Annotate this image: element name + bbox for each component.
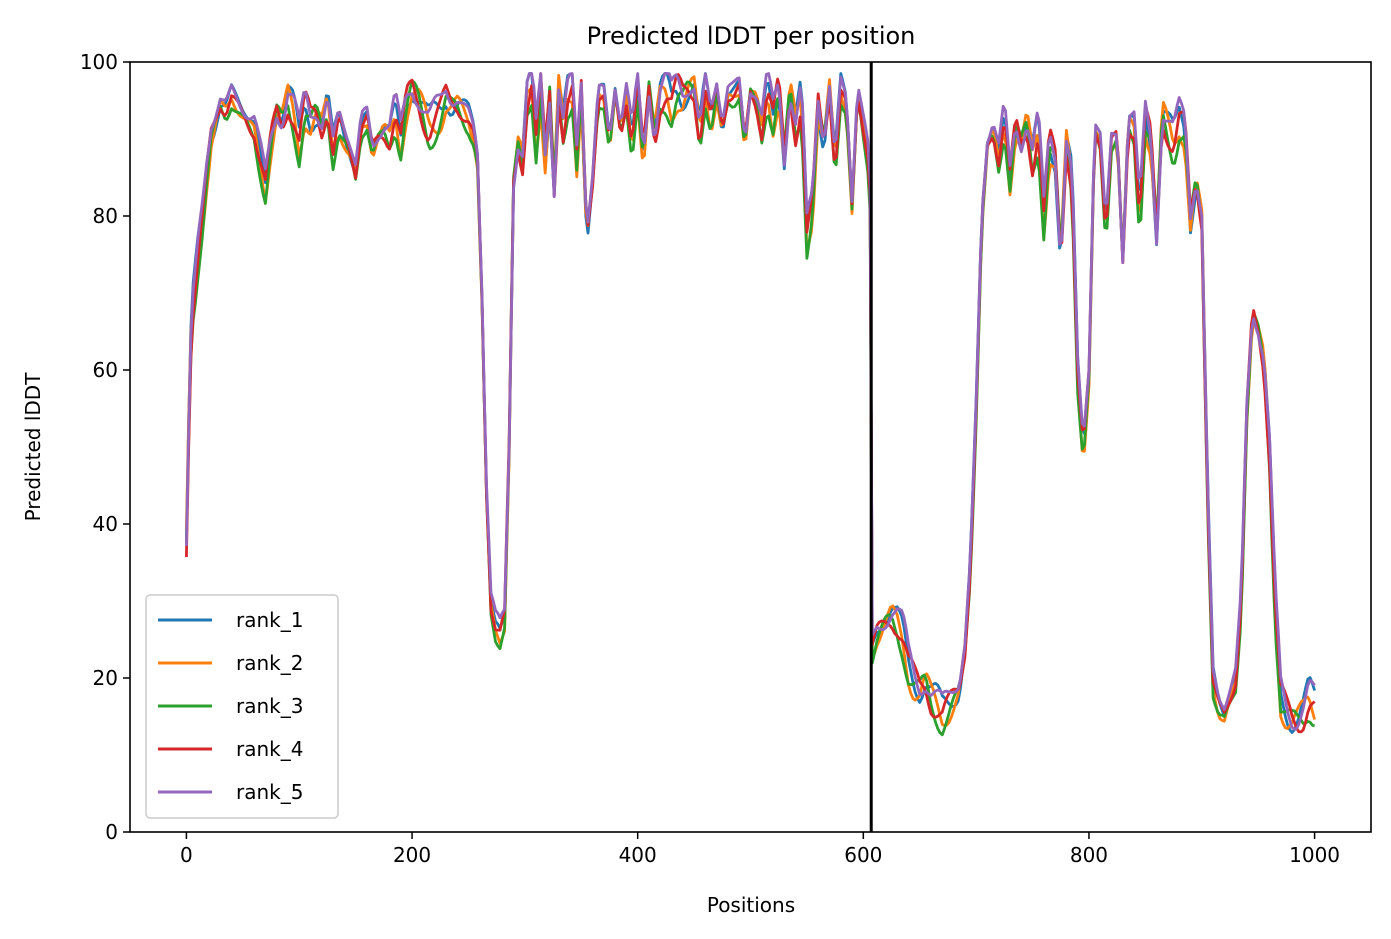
- y-tick-label-0: 0: [105, 820, 118, 844]
- y-tick-label-20: 20: [93, 666, 118, 690]
- x-tick-label-400: 400: [619, 843, 657, 867]
- y-tick-label-100: 100: [80, 50, 118, 74]
- x-tick-label-600: 600: [844, 843, 882, 867]
- series-line-rank_5: [185, 72, 1316, 731]
- legend-label-rank_5: rank_5: [236, 780, 303, 804]
- legend-label-rank_3: rank_3: [236, 694, 303, 718]
- legend-label-rank_1: rank_1: [236, 608, 303, 632]
- x-tick-label-1000: 1000: [1289, 843, 1340, 867]
- legend-label-rank_4: rank_4: [236, 737, 303, 761]
- x-tick-label-0: 0: [180, 843, 193, 867]
- plot-frame: [129, 61, 1372, 833]
- legend-label-rank_2: rank_2: [236, 651, 303, 675]
- x-tick-label-200: 200: [393, 843, 431, 867]
- y-tick-label-40: 40: [93, 512, 118, 536]
- y-tick-label-60: 60: [93, 358, 118, 382]
- x-tick-label-800: 800: [1070, 843, 1108, 867]
- ticks-layer: 0 200 400 600 800 1000 0 20 40 60 80 100: [80, 50, 1340, 867]
- chart-title: Predicted lDDT per position: [587, 22, 916, 50]
- y-tick-label-80: 80: [93, 204, 118, 228]
- legend-box: [145, 594, 339, 819]
- y-axis-label: Predicted lDDT: [21, 372, 45, 522]
- x-axis-label: Positions: [707, 893, 795, 917]
- legend: rank_1 rank_2 rank_3 rank_4 rank_5: [145, 594, 339, 819]
- series-layer: [185, 72, 1316, 737]
